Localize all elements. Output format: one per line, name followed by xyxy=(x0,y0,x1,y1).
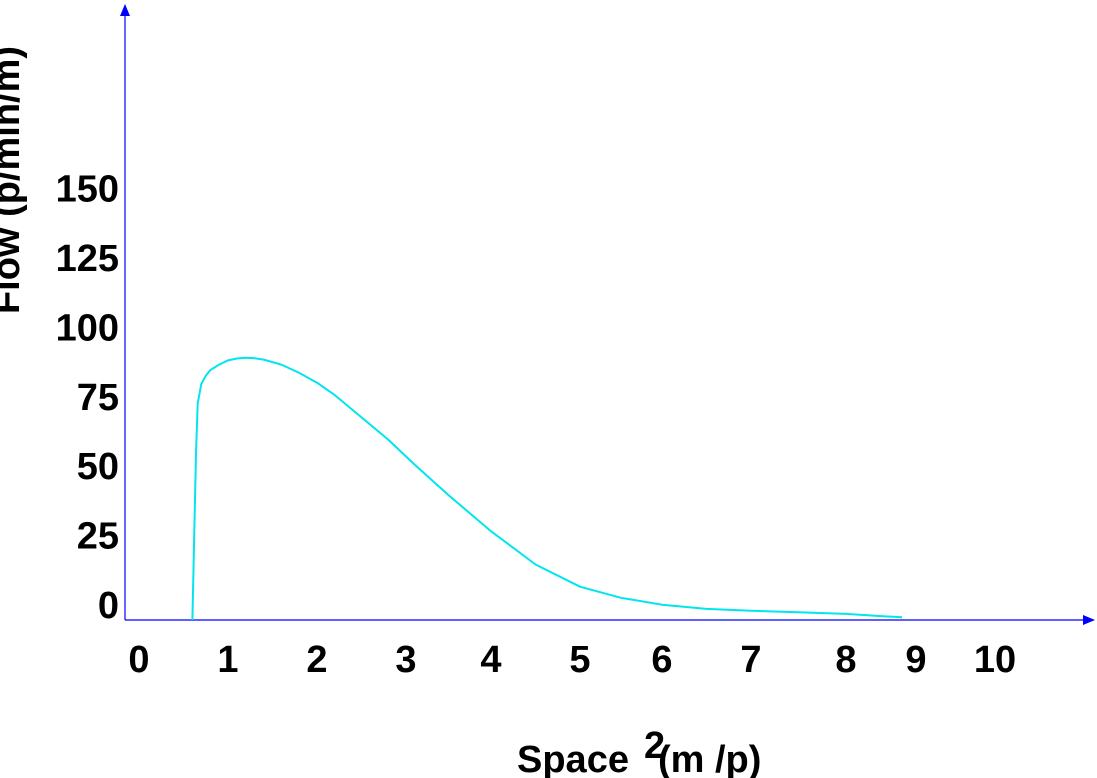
y-tick-label: 75 xyxy=(77,377,119,419)
y-tick-label: 25 xyxy=(77,516,119,558)
x-tick-label: 6 xyxy=(651,639,672,681)
x-tick-label: 3 xyxy=(395,639,416,681)
y-tick-label: 125 xyxy=(56,238,119,280)
x-axis-title-superscript: 2 xyxy=(644,725,665,767)
x-tick-label: 5 xyxy=(569,639,590,681)
x-tick-label: 2 xyxy=(306,639,327,681)
x-tick-label: 10 xyxy=(974,639,1016,681)
x-axis-title-units: (m /p) xyxy=(658,739,761,778)
x-tick-label: 0 xyxy=(128,639,149,681)
y-axis-title: Flow (p/min/m) xyxy=(0,46,28,314)
x-tick-label: 8 xyxy=(835,639,856,681)
x-tick-label: 1 xyxy=(217,639,238,681)
series-line-0 xyxy=(191,356,903,621)
x-tick-label: 7 xyxy=(740,639,761,681)
x-tick-label: 9 xyxy=(905,639,926,681)
y-tick-label: 0 xyxy=(98,585,119,627)
y-tick-label: 150 xyxy=(56,169,119,211)
x-axis-title-main: Space xyxy=(517,739,629,778)
x-tick-label: 4 xyxy=(480,639,501,681)
x-axis-title: Space 2 (m /p) xyxy=(517,725,761,778)
y-tick-label: 100 xyxy=(56,307,119,349)
y-tick-label: 50 xyxy=(77,446,119,488)
